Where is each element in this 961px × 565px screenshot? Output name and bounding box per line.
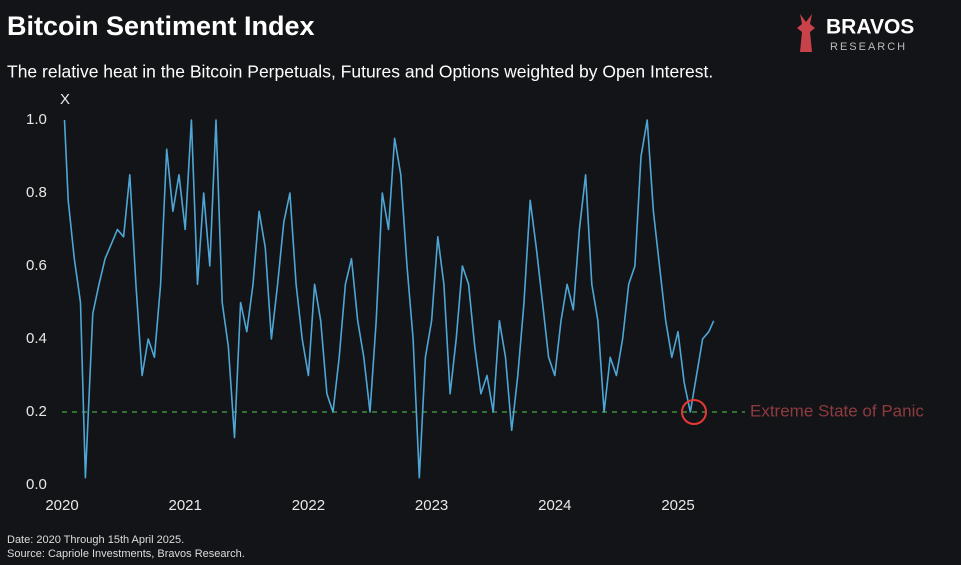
y-tick-label: 0.0 (26, 476, 47, 493)
highlight-circle (681, 399, 708, 425)
x-tick-label: 2022 (292, 497, 325, 514)
chart-title: Bitcoin Sentiment Index (7, 11, 315, 41)
x-tick-label: 2020 (45, 497, 78, 514)
y-axis-label: X (60, 91, 70, 108)
y-tick-label: 0.4 (26, 330, 47, 347)
logo: BRAVOS RESEARCH (797, 14, 914, 53)
x-tick-label: 2021 (169, 497, 202, 514)
logo-icon (797, 14, 815, 52)
data-line (63, 119, 715, 479)
footnote: Date: 2020 Through 15th April 2025. (7, 534, 184, 546)
logo-name: BRAVOS (826, 16, 914, 39)
chart-subtitle: The relative heat in the Bitcoin Perpetu… (7, 62, 713, 82)
y-tick-label: 0.6 (26, 257, 47, 274)
x-tick-label: 2024 (538, 497, 571, 514)
x-tick-label: 2025 (661, 497, 694, 514)
y-tick-label: 0.2 (26, 403, 47, 420)
y-tick-label: 1.0 (26, 111, 47, 128)
y-tick-label: 0.8 (26, 184, 47, 201)
x-tick-label: 2023 (415, 497, 448, 514)
logo-tagline: RESEARCH (830, 41, 907, 53)
threshold-label: Extreme State of Panic (750, 401, 924, 420)
footnote: Source: Capriole Investments, Bravos Res… (7, 548, 245, 560)
